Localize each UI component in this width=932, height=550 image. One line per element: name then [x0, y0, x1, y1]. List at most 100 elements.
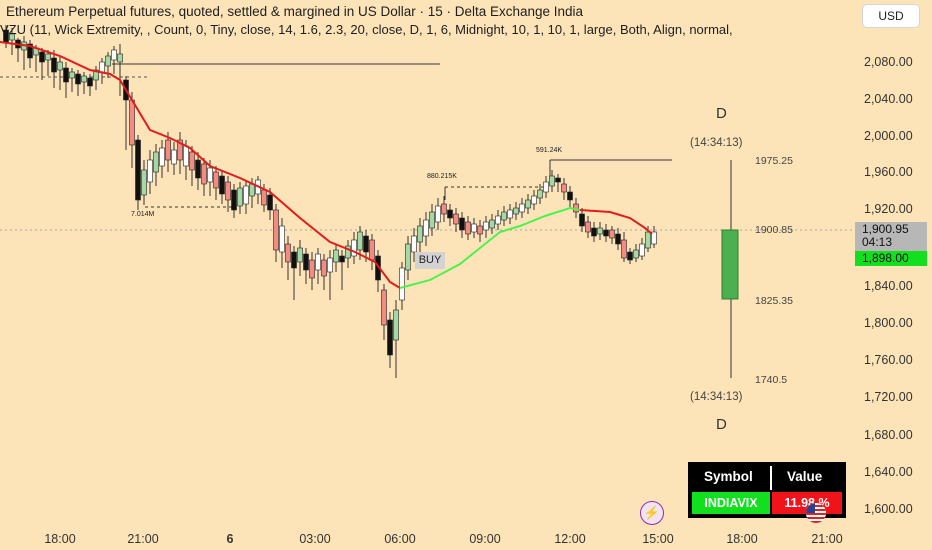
candle-body — [639, 243, 645, 257]
candle-body — [471, 223, 477, 233]
candle-body — [249, 183, 255, 197]
candle-body — [321, 259, 327, 277]
timer-label-bottom: (14:34:13) — [690, 391, 743, 403]
price-tick: 1,600.00 — [864, 502, 913, 516]
candle-body — [543, 181, 549, 193]
candle-body — [483, 221, 489, 231]
candle-body — [519, 203, 525, 213]
candle-body — [27, 43, 33, 59]
candle-body — [273, 209, 279, 251]
candle-body — [57, 61, 63, 71]
candle-body — [501, 211, 507, 221]
price-tick: 1,800.00 — [864, 316, 913, 330]
time-axis[interactable]: 18:00 21:00 6 03:00 06:00 09:00 12:00 15:00 18:0… — [0, 526, 932, 550]
candle-body — [363, 235, 369, 253]
currency-selector[interactable]: USD — [862, 4, 920, 28]
candle-body — [309, 259, 315, 279]
candle-body — [597, 227, 603, 235]
daily-candle-body[interactable] — [721, 229, 739, 300]
candle-body — [561, 183, 567, 193]
candle-body — [243, 185, 249, 205]
table-cell-symbol: INDIAVIX — [692, 492, 770, 514]
candle-body — [345, 245, 351, 259]
candle-body — [567, 191, 573, 201]
candle-body — [93, 69, 99, 81]
candle-body — [609, 229, 615, 239]
candle-body — [327, 257, 333, 273]
candle-body — [225, 181, 231, 201]
ema-line-red — [0, 41, 401, 289]
candle-body — [285, 243, 291, 263]
lightning-icon[interactable]: ⚡ — [640, 501, 664, 525]
second-price-tag: 1,898.00 — [855, 251, 927, 266]
candle-body — [507, 209, 513, 219]
timer-label-top: (14:34:13) — [690, 137, 743, 149]
candle-body — [399, 267, 405, 301]
daily-close-label: 1825.35 — [755, 295, 793, 307]
time-tick: 06:00 — [384, 532, 416, 546]
candle-body — [579, 213, 585, 227]
price-tick: 1,840.00 — [864, 279, 913, 293]
candle-body — [297, 247, 303, 263]
candle-body — [147, 159, 153, 183]
candle-body — [291, 251, 297, 269]
candle-body — [393, 309, 399, 341]
current-price-tag: 1,900.95 04:13 — [855, 222, 927, 251]
candle-body — [195, 159, 201, 179]
table-header-value: Value — [787, 469, 823, 484]
candle-body — [171, 149, 177, 165]
candle-body — [429, 211, 435, 229]
candle-body — [555, 177, 561, 183]
candle-body — [615, 233, 621, 245]
time-tick: 03:00 — [299, 532, 331, 546]
candle-body — [459, 217, 465, 231]
indicator-settings[interactable]: VZU (11, Wick Extremity, , Count, 0, Tin… — [0, 22, 733, 37]
price-tick: 2,080.00 — [864, 55, 913, 69]
chart-area[interactable]: Ethereum Perpetual futures, quoted, sett… — [0, 0, 858, 526]
candle-body — [477, 225, 483, 235]
candle-body — [453, 213, 459, 225]
candle-body — [423, 219, 429, 237]
candle-body — [621, 239, 627, 259]
candle-body — [51, 57, 57, 73]
volume-label-mid: 880.215K — [427, 173, 457, 180]
candle-body — [585, 221, 591, 233]
candle-body — [153, 151, 159, 173]
candle-body — [39, 51, 45, 63]
table-divider — [770, 466, 772, 490]
candle-body — [549, 175, 555, 187]
candle-body — [381, 289, 387, 326]
ema-line-red-tail — [579, 209, 653, 235]
price-tick: 2,040.00 — [864, 92, 913, 106]
candle-body — [531, 195, 537, 205]
candle-body — [417, 225, 423, 243]
price-tick: 1,960.00 — [864, 165, 913, 179]
time-tick: 21:00 — [127, 532, 159, 546]
candle-body — [219, 175, 225, 195]
candle-body — [537, 189, 543, 199]
candle-body — [339, 255, 345, 263]
us-flag-icon[interactable] — [806, 503, 826, 523]
candle-body — [465, 221, 471, 235]
time-tick: 18:00 — [726, 532, 758, 546]
time-tick: 21:00 — [811, 532, 843, 546]
candle-body — [159, 147, 165, 167]
candle-body — [63, 67, 69, 83]
candle-body — [237, 187, 243, 207]
candle-body — [603, 229, 609, 237]
price-tick: 2,000.00 — [864, 129, 913, 143]
time-tick: 15:00 — [642, 532, 674, 546]
second-price-value: 1,898.00 — [862, 251, 909, 265]
price-tick: 1,920.00 — [864, 202, 913, 216]
time-tick: 6 — [226, 532, 234, 546]
price-tick: 1,680.00 — [864, 428, 913, 442]
candlestick-chart[interactable] — [0, 0, 858, 526]
candle-body — [105, 55, 111, 67]
candle-body — [117, 53, 123, 63]
candle-body — [177, 139, 183, 161]
candle-body — [387, 319, 393, 356]
candle-body — [651, 231, 657, 245]
candle-body — [129, 99, 135, 146]
buy-signal-label: BUY — [415, 252, 445, 269]
candle-body — [405, 243, 411, 271]
